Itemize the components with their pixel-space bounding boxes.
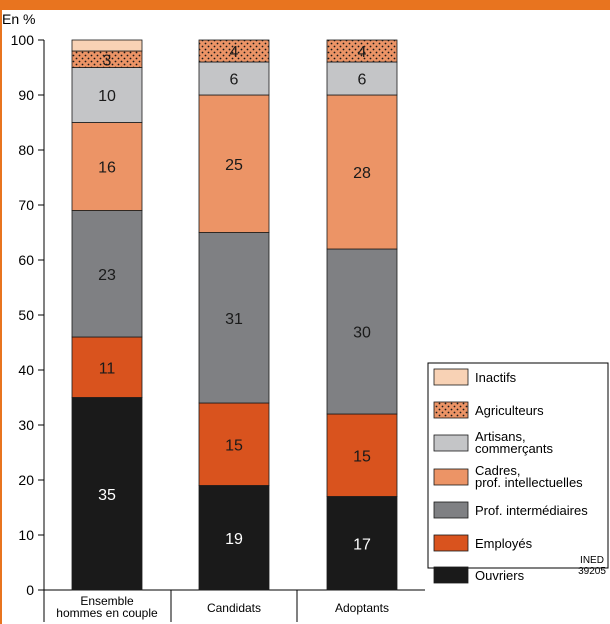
y-tick-label: 90 bbox=[18, 87, 34, 103]
bar-value-label: 15 bbox=[353, 448, 371, 465]
bar-value-label: 11 bbox=[99, 360, 116, 377]
legend-label: Ouvriers bbox=[475, 568, 525, 583]
bar-value-label: 35 bbox=[98, 487, 116, 504]
left-border-line bbox=[0, 0, 2, 624]
bar-value-label: 30 bbox=[353, 325, 371, 342]
y-axis-label: En % bbox=[2, 11, 35, 27]
legend-swatch bbox=[433, 434, 469, 452]
bar-value-label: 4 bbox=[358, 44, 367, 61]
legend-label: Prof. intermédiaires bbox=[475, 503, 588, 518]
bar-segment bbox=[71, 210, 143, 338]
category-label: Adoptants bbox=[335, 601, 389, 615]
y-tick-label: 0 bbox=[26, 582, 34, 598]
bar-segment bbox=[326, 248, 398, 415]
bar-value-label: 3 bbox=[103, 52, 112, 69]
y-tick-label: 100 bbox=[11, 32, 35, 48]
bar-segment bbox=[71, 122, 143, 211]
source-note: INED 39205 bbox=[572, 555, 610, 577]
y-tick-label: 40 bbox=[18, 362, 34, 378]
top-border-band bbox=[0, 0, 610, 10]
bar-value-label: 4 bbox=[230, 44, 239, 61]
bar-segment bbox=[71, 39, 143, 52]
legend-swatch bbox=[433, 368, 469, 386]
bar-value-label: 16 bbox=[98, 160, 116, 177]
bar-segment bbox=[326, 61, 398, 96]
bar-value-label: 28 bbox=[353, 165, 371, 182]
bar-segment bbox=[198, 61, 270, 96]
y-tick-label: 80 bbox=[18, 142, 34, 158]
legend-swatch bbox=[433, 566, 469, 584]
bar-value-label: 10 bbox=[98, 88, 116, 105]
category-label: Ensemble hommes en couple bbox=[56, 594, 158, 620]
legend-box bbox=[427, 362, 609, 569]
y-tick-label: 20 bbox=[18, 472, 34, 488]
bar-segment bbox=[71, 397, 143, 591]
bar-segment bbox=[326, 39, 398, 63]
bar-segment bbox=[198, 39, 270, 63]
y-tick-label: 60 bbox=[18, 252, 34, 268]
bar-segment bbox=[326, 413, 398, 497]
bar-segment bbox=[198, 94, 270, 233]
bar-value-label: 23 bbox=[98, 267, 116, 284]
y-tick-label: 70 bbox=[18, 197, 34, 213]
legend-label: Artisans, commerçants bbox=[475, 429, 554, 456]
source-note-line-1: INED bbox=[580, 555, 604, 566]
legend-label: Agriculteurs bbox=[475, 403, 544, 418]
bar-segment bbox=[326, 496, 398, 591]
y-tick-label: 30 bbox=[18, 417, 34, 433]
legend-swatch bbox=[433, 401, 469, 419]
bar-value-label: 6 bbox=[230, 72, 239, 89]
category-label: Candidats bbox=[207, 601, 261, 615]
legend-label: Employés bbox=[475, 536, 533, 551]
legend-swatch bbox=[433, 501, 469, 519]
bar-value-label: 31 bbox=[225, 311, 243, 328]
bar-value-label: 25 bbox=[225, 157, 243, 174]
bar-value-label: 17 bbox=[353, 536, 371, 553]
source-note-line-2: 39205 bbox=[578, 566, 606, 577]
legend-label: Cadres, prof. intellectuelles bbox=[475, 463, 583, 490]
y-tick-label: 10 bbox=[18, 527, 34, 543]
bar-segment bbox=[326, 94, 398, 250]
bar-segment bbox=[198, 485, 270, 591]
legend: Inactifs Agriculteurs Artisans, commerçants… bbox=[427, 362, 609, 584]
bar-value-label: 15 bbox=[225, 437, 243, 454]
bar-value-label: 19 bbox=[225, 531, 243, 548]
bar-segment bbox=[198, 232, 270, 404]
y-tick-label: 50 bbox=[18, 307, 34, 323]
legend-swatch bbox=[433, 534, 469, 552]
legend-swatch bbox=[433, 468, 469, 486]
legend-label: Inactifs bbox=[475, 370, 517, 385]
bar-segment bbox=[71, 67, 143, 123]
bar-segment bbox=[71, 336, 143, 398]
bar-segment bbox=[198, 402, 270, 486]
bar-value-label: 6 bbox=[358, 72, 367, 89]
